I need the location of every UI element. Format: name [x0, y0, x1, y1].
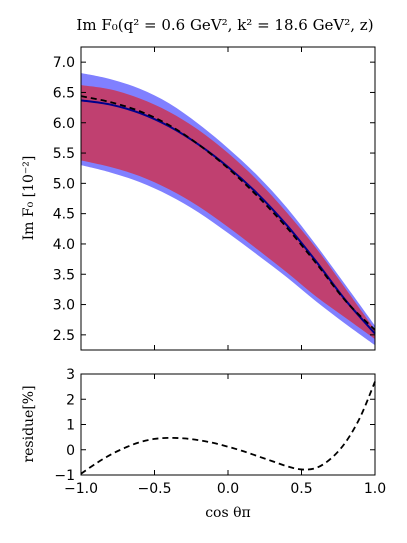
y-tick-label: 6.5 — [53, 85, 75, 101]
residue-y-axis-label: residue[%] — [21, 385, 37, 462]
y-tick-label: 5.0 — [53, 176, 75, 192]
main-bands — [81, 73, 375, 346]
residue-panel: −1 0 1 2 3 −1.0 −0.5 0.0 0.5 1.0 residue[%] — [21, 367, 386, 497]
residue-x-ticks: −1.0 −0.5 0.0 0.5 1.0 — [64, 374, 386, 497]
residue-lines — [80, 381, 376, 475]
main-x-ticks — [80, 47, 376, 350]
y-tick-label: 6.0 — [53, 116, 75, 132]
y-tick-label: −1 — [54, 468, 75, 484]
y-tick-label: 3.5 — [53, 267, 75, 283]
central-value-curve — [80, 99, 376, 335]
x-axis-label: cos θπ — [205, 505, 251, 521]
main-panel: 2.5 3.0 3.5 4.0 4.5 5.0 5.5 6.0 6.5 7.0 Im F₀ [10… — [21, 46, 376, 351]
y-tick-label: 3.0 — [53, 298, 75, 314]
x-tick-label: −0.5 — [138, 481, 172, 497]
x-tick-label: 0.5 — [290, 481, 312, 497]
y-tick-label: 4.5 — [53, 207, 75, 223]
y-tick-label: 7.0 — [53, 55, 75, 71]
y-tick-label: 2.5 — [53, 328, 75, 344]
residue-y-ticks: −1 0 1 2 3 — [54, 367, 375, 484]
y-tick-label: 4.0 — [53, 237, 75, 253]
y-tick-label: 0 — [66, 443, 75, 459]
x-tick-label: −1.0 — [64, 481, 98, 497]
dashed-curve — [80, 95, 376, 331]
y-tick-label: 3 — [66, 367, 75, 383]
residue-plot-area — [81, 374, 375, 475]
x-tick-label: 1.0 — [364, 481, 386, 497]
residue-curve — [80, 381, 376, 475]
inner-uncertainty-band — [81, 85, 375, 340]
main-lines — [80, 95, 376, 335]
chart-title: Im F₀(q² = 0.6 GeV², k² = 18.6 GeV², z) — [76, 16, 373, 34]
main-y-axis-label: Im F₀ [10⁻²] — [21, 156, 37, 241]
main-y-ticks: 2.5 3.0 3.5 4.0 4.5 5.0 5.5 6.0 6.5 7.0 — [53, 55, 375, 344]
y-tick-label: 5.5 — [53, 146, 75, 162]
x-tick-label: 0.0 — [217, 481, 239, 497]
y-tick-label: 2 — [66, 392, 75, 408]
y-tick-label: 1 — [66, 418, 75, 434]
